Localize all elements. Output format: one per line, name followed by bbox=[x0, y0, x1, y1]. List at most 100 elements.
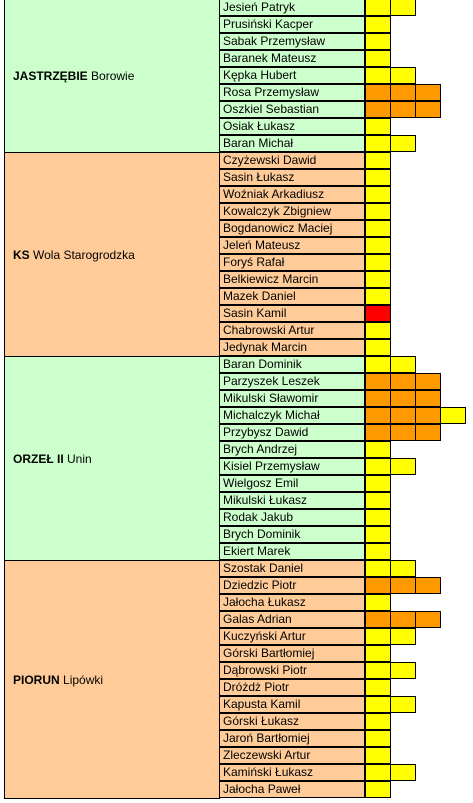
player-name-cell: Dziedzic Piotr bbox=[219, 577, 365, 594]
orange-card-cell bbox=[415, 611, 441, 628]
player-name-cell: Górski Bartłomiej bbox=[219, 645, 365, 662]
player-name-cell: Dąbrowski Piotr bbox=[219, 662, 365, 679]
orange-card-cell bbox=[415, 390, 441, 407]
yellow-card-cell bbox=[365, 594, 391, 611]
orange-card-cell bbox=[365, 373, 391, 390]
yellow-card-cell bbox=[365, 441, 391, 458]
yellow-card-cell bbox=[365, 33, 391, 50]
yellow-card-cell bbox=[365, 203, 391, 220]
orange-card-cell bbox=[390, 577, 416, 594]
player-name-cell: Belkiewicz Marcin bbox=[219, 271, 365, 288]
yellow-card-cell bbox=[365, 458, 391, 475]
player-name-cell: Jałocha Łukasz bbox=[219, 594, 365, 611]
yellow-card-cell bbox=[365, 67, 391, 84]
yellow-card-cell bbox=[365, 781, 391, 798]
player-name-cell: Galas Adrian bbox=[219, 611, 365, 628]
yellow-card-cell bbox=[365, 118, 391, 135]
yellow-card-cell bbox=[390, 662, 416, 679]
player-name-cell: Mazek Daniel bbox=[219, 288, 365, 305]
player-name-cell: Jesień Patryk bbox=[219, 0, 365, 16]
player-name-cell: Kisiel Przemysław bbox=[219, 458, 365, 475]
team-label-cell: KS Wola Starogrodzka bbox=[4, 152, 220, 357]
player-name-cell: Baran Dominik bbox=[219, 356, 365, 373]
yellow-card-cell bbox=[365, 747, 391, 764]
yellow-card-cell bbox=[365, 526, 391, 543]
orange-card-cell bbox=[415, 84, 441, 101]
yellow-card-cell bbox=[365, 16, 391, 33]
player-name-cell: Michalczyk Michał bbox=[219, 407, 365, 424]
player-name-cell: Kamiński Łukasz bbox=[219, 764, 365, 781]
player-name-cell: Prusiński Kacper bbox=[219, 16, 365, 33]
player-name-cell: Kuczyński Artur bbox=[219, 628, 365, 645]
yellow-card-cell bbox=[365, 628, 391, 645]
player-name-cell: Przybysz Dawid bbox=[219, 424, 365, 441]
player-name-cell: Mikulski Łukasz bbox=[219, 492, 365, 509]
yellow-card-cell bbox=[365, 475, 391, 492]
yellow-card-cell bbox=[365, 679, 391, 696]
yellow-card-cell bbox=[365, 713, 391, 730]
yellow-card-cell bbox=[390, 135, 416, 152]
player-name-cell: Jaroń Bartłomiej bbox=[219, 730, 365, 747]
orange-card-cell bbox=[390, 611, 416, 628]
player-name-cell: Brych Dominik bbox=[219, 526, 365, 543]
yellow-card-cell bbox=[365, 169, 391, 186]
yellow-card-cell bbox=[365, 254, 391, 271]
yellow-card-cell bbox=[440, 407, 466, 424]
player-name-cell: Jałocha Paweł bbox=[219, 781, 365, 798]
player-name-cell: Parzyszek Leszek bbox=[219, 373, 365, 390]
player-name-cell: Baranek Mateusz bbox=[219, 50, 365, 67]
player-name-cell: Zleczewski Artur bbox=[219, 747, 365, 764]
team-label-cell: JASTRZĘBIE Borowie bbox=[4, 0, 220, 153]
orange-card-cell bbox=[415, 101, 441, 118]
yellow-card-cell bbox=[365, 220, 391, 237]
yellow-card-cell bbox=[390, 628, 416, 645]
team-club-name: JASTRZĘBIE bbox=[13, 69, 88, 83]
yellow-card-cell bbox=[365, 560, 391, 577]
yellow-card-cell bbox=[365, 543, 391, 560]
player-name-cell: Osiak Łukasz bbox=[219, 118, 365, 135]
player-name-cell: Ekiert Marek bbox=[219, 543, 365, 560]
player-name-cell: Bogdanowicz Maciej bbox=[219, 220, 365, 237]
yellow-card-cell bbox=[365, 50, 391, 67]
yellow-card-cell bbox=[365, 288, 391, 305]
player-name-cell: Jeleń Mateusz bbox=[219, 237, 365, 254]
yellow-card-cell bbox=[365, 509, 391, 526]
yellow-card-cell bbox=[365, 492, 391, 509]
player-name-cell: Dróżdż Piotr bbox=[219, 679, 365, 696]
yellow-card-cell bbox=[365, 662, 391, 679]
yellow-card-cell bbox=[365, 271, 391, 288]
player-name-cell: Sasin Łukasz bbox=[219, 169, 365, 186]
yellow-card-cell bbox=[365, 339, 391, 356]
player-name-cell: Woźniak Arkadiusz bbox=[219, 186, 365, 203]
yellow-card-cell bbox=[390, 458, 416, 475]
yellow-card-cell bbox=[365, 0, 391, 16]
player-name-cell: Wielgosz Emil bbox=[219, 475, 365, 492]
yellow-card-cell bbox=[390, 764, 416, 781]
player-name-cell: Baran Michał bbox=[219, 135, 365, 152]
player-name-cell: Kapusta Kamil bbox=[219, 696, 365, 713]
player-name-cell: Kowalczyk Zbigniew bbox=[219, 203, 365, 220]
yellow-card-cell bbox=[365, 237, 391, 254]
team-town-name: Unin bbox=[67, 451, 92, 466]
yellow-card-cell bbox=[390, 560, 416, 577]
yellow-card-cell bbox=[365, 152, 391, 169]
orange-card-cell bbox=[415, 407, 441, 424]
orange-card-cell bbox=[390, 373, 416, 390]
team-town-name: Wola Starogrodzka bbox=[33, 247, 135, 262]
team-club-name: PIORUN bbox=[13, 672, 60, 687]
player-name-cell: Rosa Przemysław bbox=[219, 84, 365, 101]
orange-card-cell bbox=[365, 424, 391, 441]
team-club-name: KS bbox=[13, 247, 30, 262]
yellow-card-cell bbox=[365, 322, 391, 339]
player-name-cell: Sabak Przemysław bbox=[219, 33, 365, 50]
player-name-cell: Sasin Kamil bbox=[219, 305, 365, 322]
yellow-card-cell bbox=[365, 764, 391, 781]
yellow-card-cell bbox=[365, 645, 391, 662]
yellow-card-cell bbox=[390, 696, 416, 713]
orange-card-cell bbox=[390, 390, 416, 407]
player-name-cell: Oszkiel Sebastian bbox=[219, 101, 365, 118]
orange-card-cell bbox=[365, 101, 391, 118]
team-club-name: ORZEŁ II bbox=[13, 451, 64, 466]
orange-card-cell bbox=[365, 407, 391, 424]
